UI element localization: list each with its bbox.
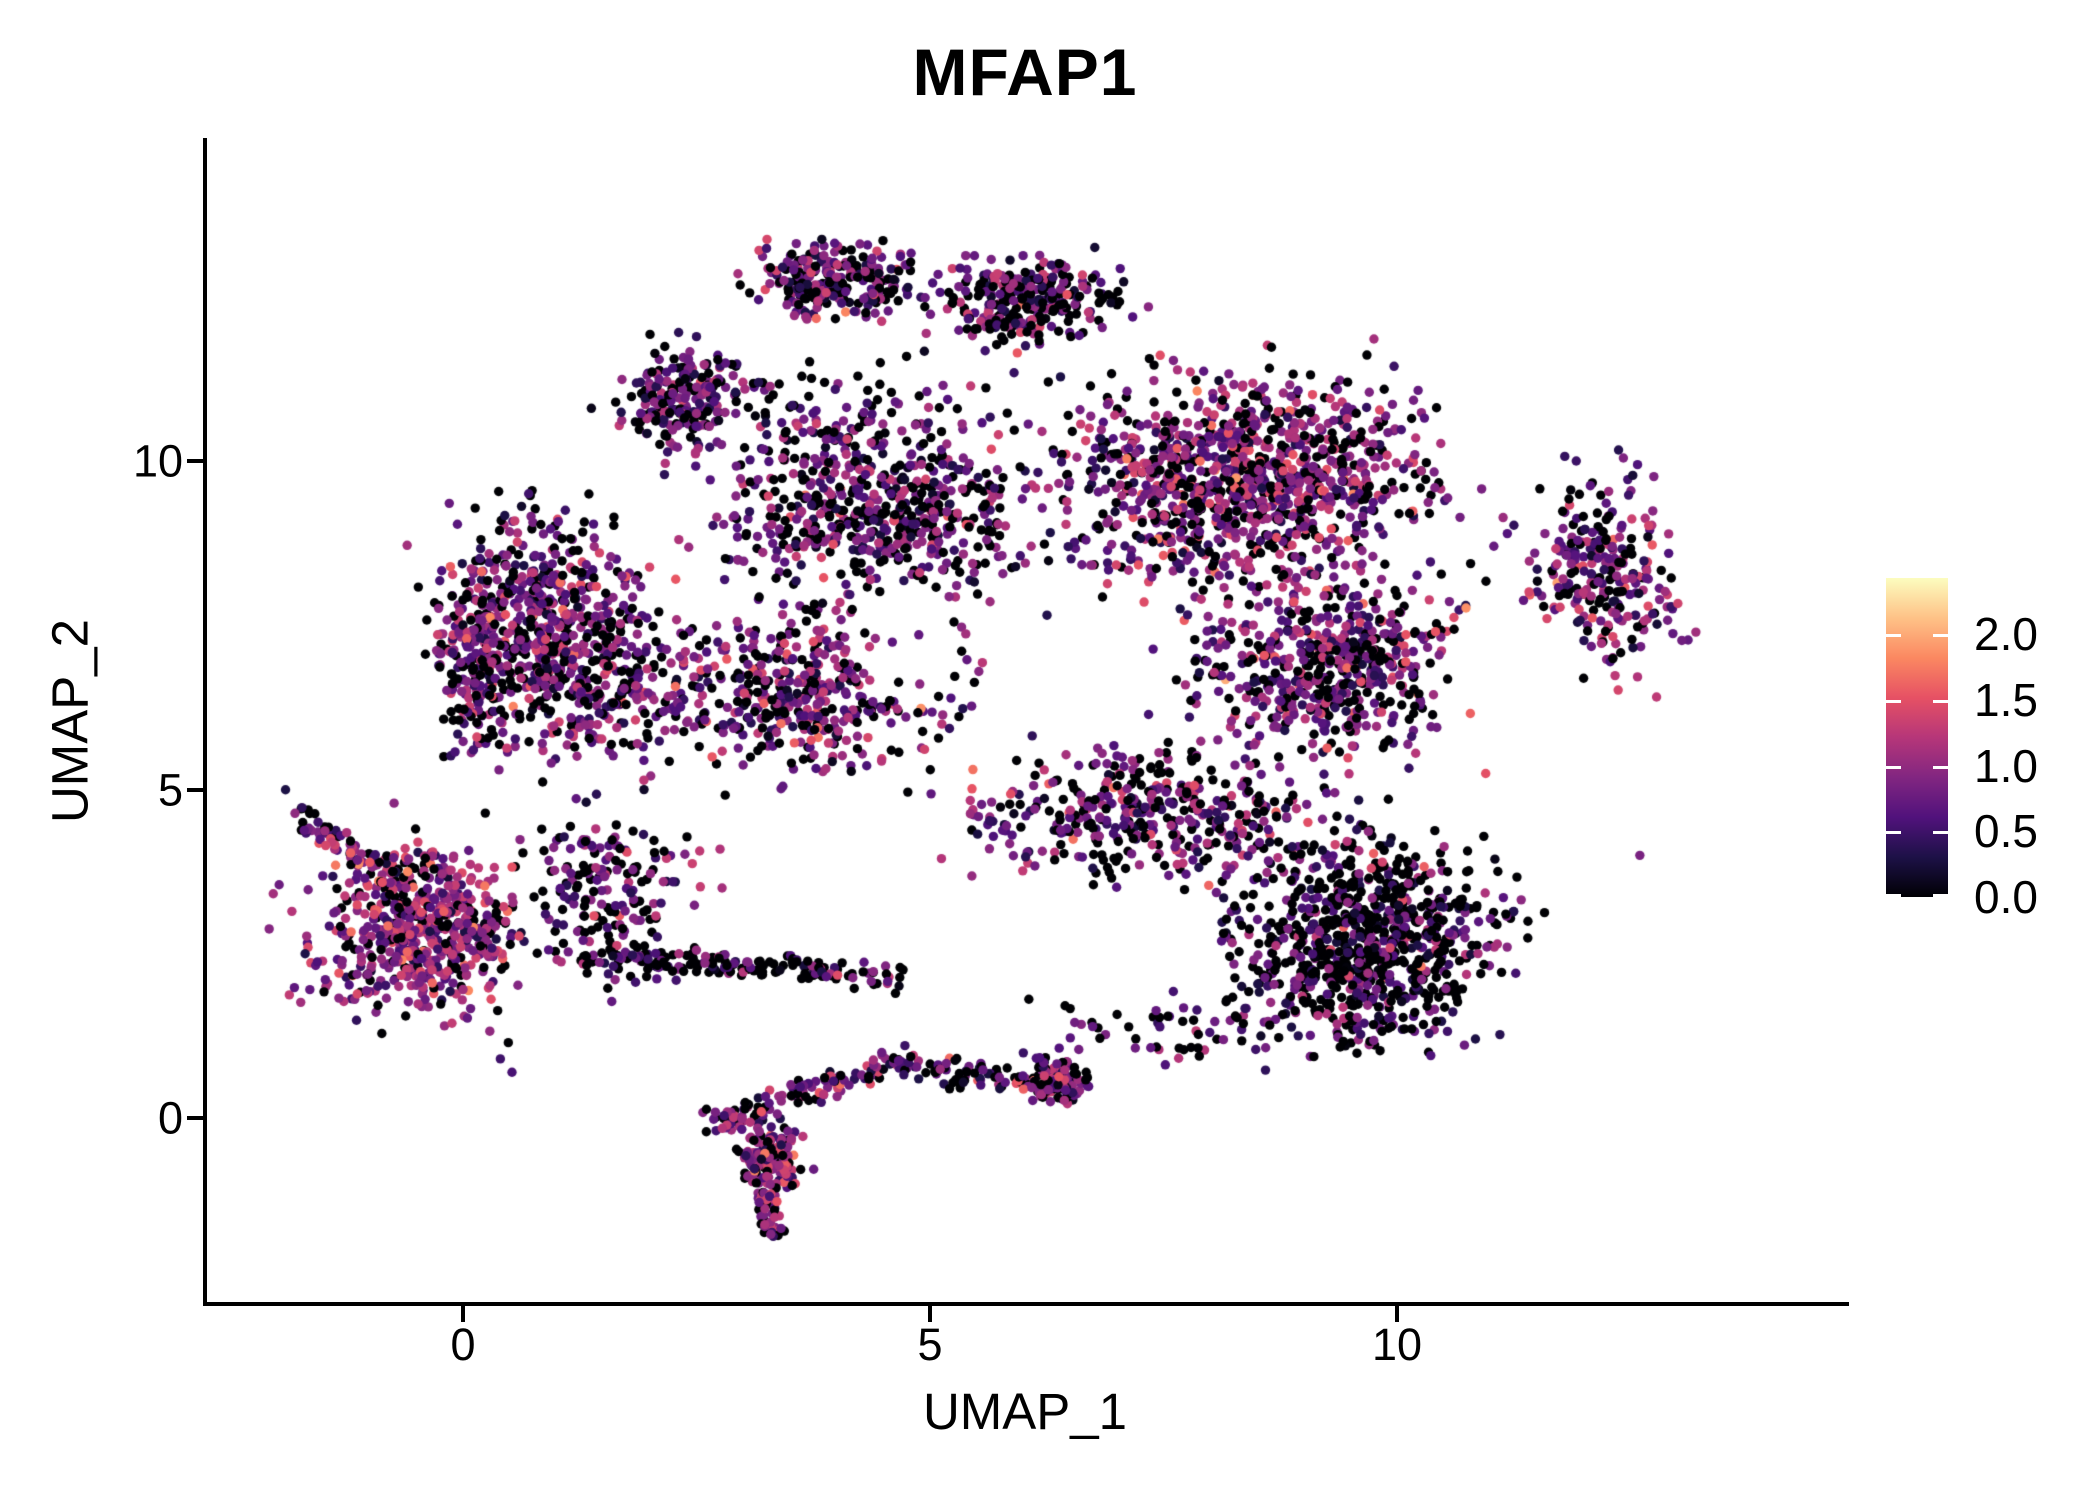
y-axis-title: UMAP_2 xyxy=(41,618,99,824)
y-tick-mark xyxy=(187,1116,203,1120)
colorbar-tick-label: 1.5 xyxy=(1974,674,2038,727)
colorbar-tick-right xyxy=(1933,634,1948,638)
x-axis-title: UMAP_1 xyxy=(922,1383,1128,1440)
x-tick-label: 5 xyxy=(917,1319,943,1370)
y-tick-mark xyxy=(187,787,203,792)
x-axis-line xyxy=(203,1302,1849,1306)
colorbar-tick-label: 0.0 xyxy=(1974,871,2038,923)
colorbar-tick-label: 2.0 xyxy=(1974,608,2038,661)
x-tick-mark xyxy=(1395,1306,1399,1322)
colorbar-tick-left xyxy=(1886,894,1901,897)
colorbar-tick-right xyxy=(1933,831,1948,835)
x-tick-mark xyxy=(461,1306,465,1322)
colorbar-tick-label: 1.0 xyxy=(1974,739,2038,792)
x-tick-mark xyxy=(928,1306,932,1322)
y-tick-label: 5 xyxy=(157,763,183,815)
colorbar-tick-right xyxy=(1933,894,1948,897)
colorbar-tick-left xyxy=(1886,634,1901,638)
y-axis-line xyxy=(203,138,207,1306)
colorbar-tick-right xyxy=(1933,765,1948,769)
plot-title: MFAP1 xyxy=(912,35,1138,109)
colorbar-tick-right xyxy=(1933,700,1948,704)
x-tick-label: 10 xyxy=(1371,1319,1423,1370)
y-tick-label: 0 xyxy=(157,1092,183,1144)
colorbar-tick-left xyxy=(1886,831,1901,835)
y-tick-label: 10 xyxy=(132,435,183,487)
colorbar-tick-left xyxy=(1886,765,1901,769)
x-tick-label: 0 xyxy=(450,1319,476,1370)
colorbar-tick-left xyxy=(1886,700,1901,704)
y-tick-mark xyxy=(187,459,203,464)
colorbar-tick-label: 0.5 xyxy=(1974,805,2038,858)
colorbar-gradient xyxy=(1886,578,1948,897)
